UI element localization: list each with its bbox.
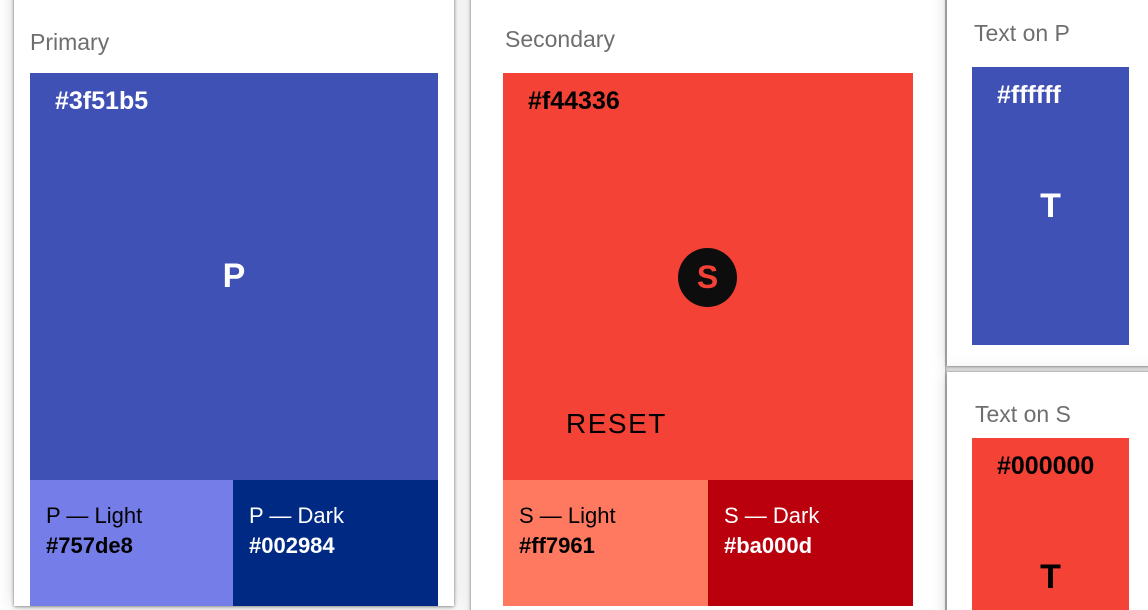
- text-on-primary-card: Text on P #ffffff T: [947, 0, 1148, 366]
- secondary-light-hex: #ff7961: [519, 533, 595, 558]
- secondary-light-swatch: S — Light #ff7961: [503, 480, 708, 606]
- secondary-avatar-letter: S: [696, 259, 719, 295]
- primary-card: Primary #3f51b5 P P — Light #757de8 P — …: [14, 0, 454, 606]
- secondary-avatar: S: [678, 248, 737, 307]
- secondary-hex-label: #f44336: [528, 87, 620, 115]
- text-on-secondary-swatch: #000000 T: [972, 438, 1129, 610]
- text-on-secondary-card: Text on S #000000 T: [947, 372, 1148, 610]
- text-on-primary-swatch: #ffffff T: [972, 67, 1129, 345]
- primary-card-title: Primary: [30, 29, 110, 55]
- secondary-card: Secondary #f44336 S RESET S — Light #ff7…: [471, 0, 945, 610]
- primary-light-hex: #757de8: [46, 533, 133, 558]
- text-on-secondary-title: Text on S: [975, 401, 1071, 427]
- primary-dark-swatch: P — Dark #002984: [233, 480, 438, 606]
- text-on-primary-letter: T: [1040, 187, 1061, 225]
- primary-dark-label: P — Dark: [249, 503, 344, 528]
- secondary-dark-hex: #ba000d: [724, 533, 813, 558]
- primary-dark-hex: #002984: [249, 533, 335, 558]
- primary-letter: P: [222, 257, 246, 295]
- primary-hex-label: #3f51b5: [55, 87, 149, 115]
- text-on-secondary-letter: T: [1040, 558, 1061, 596]
- primary-light-swatch: P — Light #757de8: [30, 480, 233, 606]
- text-on-primary-title: Text on P: [974, 20, 1070, 46]
- secondary-main-swatch: #f44336 S RESET: [503, 73, 913, 480]
- secondary-light-label: S — Light: [519, 503, 616, 528]
- secondary-card-title: Secondary: [505, 26, 615, 52]
- primary-main-swatch: #3f51b5 P: [30, 73, 438, 480]
- primary-light-label: P — Light: [46, 503, 143, 528]
- text-on-secondary-hex-label: #000000: [997, 452, 1095, 480]
- secondary-dark-label: S — Dark: [724, 503, 820, 528]
- text-on-primary-hex-label: #ffffff: [997, 81, 1061, 109]
- reset-button[interactable]: RESET: [566, 408, 667, 439]
- secondary-dark-swatch: S — Dark #ba000d: [708, 480, 913, 606]
